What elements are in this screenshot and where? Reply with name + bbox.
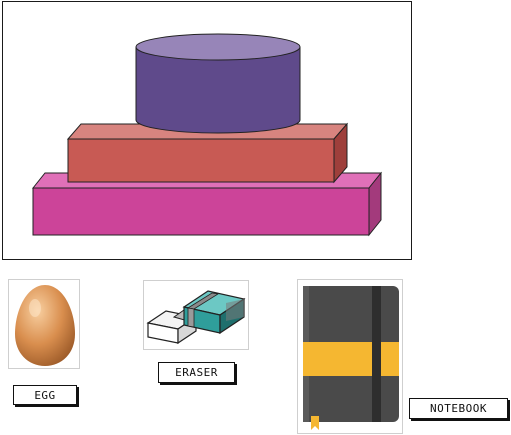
notebook-label: NOTEBOOK (409, 398, 508, 419)
eraser-card[interactable] (143, 280, 249, 350)
egg-icon (15, 285, 75, 366)
stacking-scene (2, 1, 412, 260)
egg-card[interactable] (8, 279, 80, 369)
stacked-shapes-illustration (31, 33, 383, 237)
eraser-icon (146, 290, 246, 345)
notebook-card[interactable] (297, 279, 403, 434)
eraser-label: ERASER (158, 362, 235, 383)
notebook-icon (303, 286, 399, 430)
cylinder-shape (135, 33, 301, 134)
egg-label: EGG (13, 385, 77, 405)
